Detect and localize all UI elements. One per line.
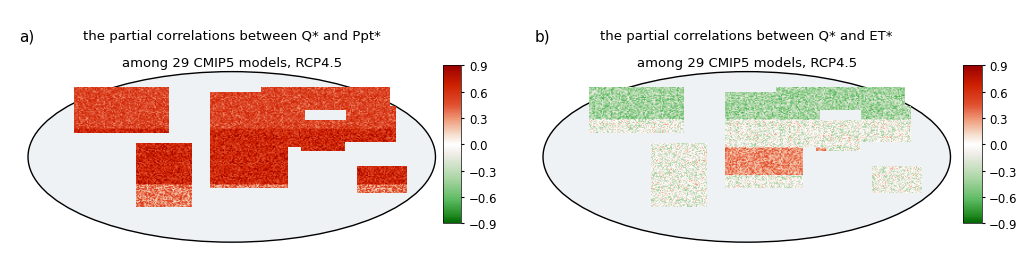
Text: b): b) <box>535 30 550 45</box>
Text: the partial correlations between Q* and Ppt*: the partial correlations between Q* and … <box>82 30 381 43</box>
Text: the partial correlations between Q* and ET*: the partial correlations between Q* and … <box>600 30 893 43</box>
Text: among 29 CMIP5 models, RCP4.5: among 29 CMIP5 models, RCP4.5 <box>637 57 857 70</box>
Ellipse shape <box>543 72 951 242</box>
Text: a): a) <box>20 30 34 45</box>
Text: among 29 CMIP5 models, RCP4.5: among 29 CMIP5 models, RCP4.5 <box>122 57 342 70</box>
Ellipse shape <box>28 72 436 242</box>
